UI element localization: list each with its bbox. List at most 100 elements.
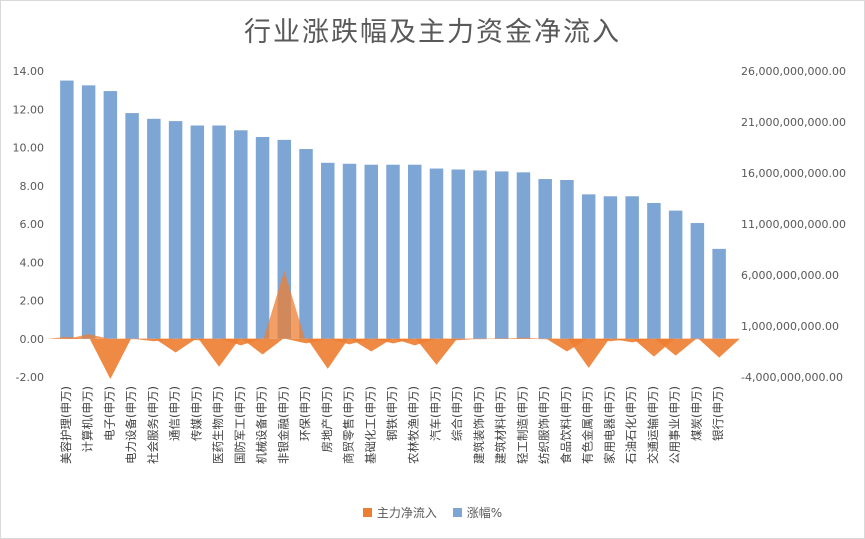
bar-change-pct [386, 164, 400, 339]
category-tick-label: 传媒(申万) [189, 386, 203, 441]
bar-change-pct [494, 171, 509, 339]
area-net-inflow [307, 338, 349, 369]
area-net-inflow [198, 338, 240, 367]
legend-label-net-inflow: 主力净流入 [376, 506, 437, 520]
category-tick-label: 美容护理(申万) [59, 386, 73, 464]
left-axis-tick-label: 2.00 [20, 295, 45, 308]
right-axis-tick-label: 11,000,000,000.00 [741, 218, 846, 231]
bar-change-pct [321, 162, 335, 339]
legend-swatch-net-inflow [362, 508, 372, 517]
area-net-inflow [350, 338, 392, 352]
category-tick-label: 基础化工(申万) [363, 386, 377, 464]
area-net-inflow [415, 338, 458, 365]
right-axis-tick-label: -4,000,000,000.00 [741, 371, 843, 384]
area-net-inflow [263, 270, 305, 339]
right-axis-tick-label: 21,000,000,000.00 [741, 116, 846, 129]
category-tick-label: 社会服务(申万) [146, 386, 160, 464]
left-axis-tick-label: 8.00 [20, 180, 45, 193]
area-net-inflow [698, 338, 740, 358]
left-axis-tick-label: 6.00 [20, 218, 45, 231]
legend-item-net-inflow: 主力净流入 [362, 504, 437, 521]
bar-change-pct [516, 172, 531, 339]
area-net-inflow [502, 337, 545, 339]
bar-change-pct [712, 248, 726, 339]
bar-change-pct [168, 121, 183, 339]
category-tick-label: 环保(申万) [298, 386, 312, 441]
area-net-inflow [67, 334, 110, 339]
bar-change-pct [103, 91, 118, 339]
chart-title: 行业涨跌幅及主力资金净流入 [244, 17, 621, 48]
area-net-inflow [654, 338, 697, 356]
category-tick-label: 煤炭(申万) [689, 386, 703, 441]
category-tick-label: 纺织服饰(申万) [537, 386, 551, 464]
legend-label-change-pct: 涨幅% [466, 506, 503, 520]
category-tick-label: 汽车(申万) [428, 386, 442, 441]
right-axis-tick-label: 16,000,000,000.00 [741, 167, 846, 180]
left-axis-tick-label: 12.00 [13, 103, 45, 116]
bar-change-pct [581, 194, 596, 339]
bar-change-pct [690, 223, 705, 339]
legend-item-change-pct: 涨幅% [452, 504, 503, 521]
bar-change-pct [255, 136, 270, 339]
category-tick-label: 有色金属(申万) [581, 386, 595, 464]
category-tick-label: 轻工制造(申万) [515, 386, 529, 464]
bar-change-pct [408, 164, 422, 339]
bar-change-pct [212, 125, 226, 339]
bar-change-pct [473, 170, 487, 339]
category-tick-label: 计算机(申万) [81, 386, 95, 452]
left-axis-tick-label: 10.00 [13, 142, 45, 155]
chart-legend: 主力净流入 涨幅% [0, 504, 865, 521]
category-tick-label: 医药生物(申万) [211, 386, 225, 464]
category-tick-label: 食品饮料(申万) [559, 386, 573, 464]
category-tick-label: 公用事业(申万) [668, 386, 682, 464]
bar-change-pct [603, 196, 618, 339]
right-axis-tick-label: 1,000,000,000.00 [741, 320, 839, 333]
category-tick-label: 家用电器(申万) [602, 386, 616, 464]
bar-change-pct [299, 149, 313, 339]
left-axis-tick-label: 0.00 [20, 333, 45, 346]
category-tick-label: 国防军工(申万) [233, 386, 247, 464]
bar-change-pct [342, 163, 357, 339]
legend-swatch-change-pct [452, 508, 462, 517]
category-tick-label: 农林牧渔(申万) [407, 386, 421, 464]
bar-change-pct [125, 113, 139, 339]
category-tick-label: 电子(申万) [102, 386, 116, 441]
bar-change-pct [364, 164, 378, 339]
bar-change-pct [625, 196, 639, 339]
area-net-inflow [241, 338, 284, 355]
category-tick-label: 机械设备(申万) [255, 386, 269, 464]
bar-change-pct [147, 118, 161, 339]
left-axis-tick-label: -2.00 [16, 371, 44, 384]
bar-change-pct [647, 202, 661, 339]
category-tick-label: 交通运输(申万) [646, 386, 660, 464]
bar-change-pct [81, 85, 96, 339]
bar-change-pct [234, 130, 248, 339]
category-tick-label: 石油石化(申万) [624, 386, 638, 464]
area-net-inflow [459, 338, 501, 340]
category-tick-label: 电力设备(申万) [124, 386, 138, 464]
left-axis-tick-label: 4.00 [20, 256, 45, 269]
bar-change-pct [560, 180, 574, 339]
category-tick-label: 综合(申万) [450, 386, 464, 441]
area-net-inflow [568, 338, 610, 368]
category-tick-label: 建筑装饰(申万) [472, 386, 486, 464]
bar-change-pct [451, 169, 465, 339]
category-tick-label: 建筑材料(申万) [494, 386, 508, 464]
category-tick-label: 商贸零售(申万) [342, 386, 356, 464]
right-axis-tick-label: 6,000,000,000.00 [741, 269, 839, 282]
area-net-inflow [437, 338, 479, 341]
bar-change-pct [429, 168, 444, 339]
category-tick-label: 钢铁(申万) [385, 386, 399, 441]
bar-change-pct [60, 80, 74, 339]
category-tick-label: 通信(申万) [168, 386, 182, 441]
area-net-inflow [154, 338, 197, 353]
left-axis-tick-label: 14.00 [13, 65, 45, 78]
right-axis-tick-label: 26,000,000,000.00 [741, 65, 846, 78]
bar-change-pct [668, 210, 683, 339]
category-tick-label: 非银金融(申万) [276, 386, 290, 464]
bar-change-pct [190, 125, 205, 339]
area-net-inflow [89, 338, 132, 380]
category-tick-label: 房地产(申万) [320, 386, 334, 452]
bar-change-pct [538, 179, 552, 339]
